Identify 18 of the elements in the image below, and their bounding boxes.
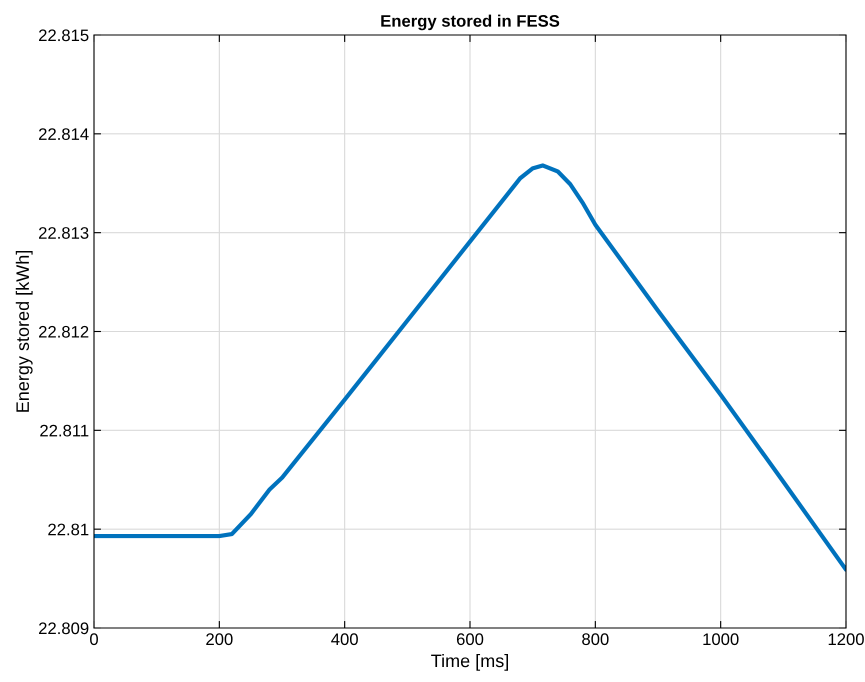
y-tick-label: 22.813 <box>39 227 88 239</box>
y-tick-label: 22.814 <box>39 128 89 140</box>
y-axis-title: Energy stored [kWh] <box>16 251 33 412</box>
y-tick-label: 22.81 <box>48 524 88 536</box>
y-tick-label: 22.809 <box>39 622 88 634</box>
x-axis-title: Time [ms] <box>431 654 508 671</box>
chart-title: Energy stored in FESS <box>381 14 560 30</box>
y-tick-label: 22.815 <box>39 29 88 42</box>
line-series <box>94 163 846 572</box>
y-tick-label: 22.812 <box>39 326 88 338</box>
y-tick-label: 22.811 <box>40 424 88 437</box>
x-tick-label: 1200 <box>828 633 864 646</box>
x-tick-label: 400 <box>331 633 358 646</box>
x-tick-label: 800 <box>582 633 609 646</box>
x-tick-label: 0 <box>90 633 98 646</box>
x-tick-label: 600 <box>456 633 484 646</box>
x-tick-label: 200 <box>206 633 233 646</box>
x-tick-label: 1000 <box>703 633 739 646</box>
